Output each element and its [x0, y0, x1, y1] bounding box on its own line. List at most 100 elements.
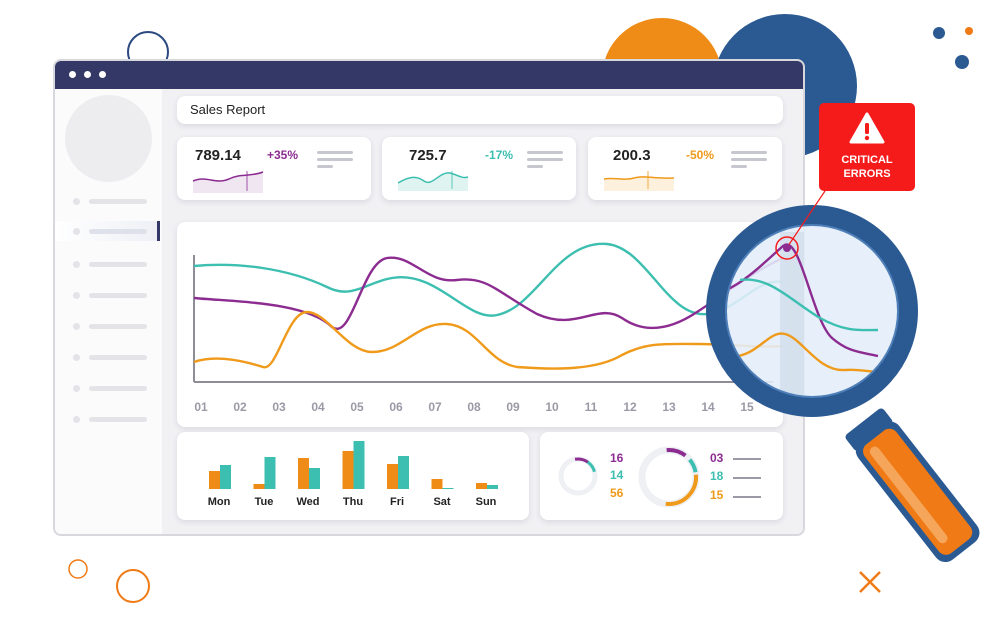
day-label: Thu	[342, 496, 364, 508]
report-header: Sales Report	[177, 96, 783, 124]
bar-orange	[342, 451, 354, 489]
bar-teal	[487, 485, 498, 489]
x-tick-label: 08	[467, 400, 481, 414]
donut-large	[638, 446, 700, 508]
x-tick-label: 12	[623, 400, 637, 414]
stat-value: 789.14	[195, 147, 241, 164]
day-label: Mon	[207, 496, 231, 508]
stat-card[interactable]: 789.14 +35%	[177, 137, 371, 200]
sparkline	[398, 171, 469, 191]
text-placeholder	[527, 151, 563, 172]
dot-decoration	[955, 55, 969, 69]
sidebar-item[interactable]	[73, 411, 158, 427]
series-line	[193, 310, 783, 370]
magnifier-lens	[726, 225, 898, 397]
sidebar	[55, 89, 162, 534]
bar-teal	[309, 468, 320, 489]
line-chart	[193, 242, 783, 383]
bar-orange	[253, 484, 265, 489]
window-control-dot[interactable]	[84, 71, 91, 78]
bar-orange	[431, 479, 443, 489]
line-chart-card[interactable]: 01 02 03 04 05 06 07 08 09 10 11 12 13 1…	[177, 222, 783, 427]
warning-icon	[849, 112, 885, 144]
sidebar-item[interactable]	[73, 256, 158, 272]
donut-value: 16	[610, 451, 624, 465]
bar-chart-card[interactable]: Mon Tue Wed Thu Fri Sat Sun	[177, 432, 529, 520]
day-label: Sun	[475, 496, 497, 508]
sidebar-item[interactable]	[73, 318, 158, 334]
text-placeholder	[317, 151, 353, 172]
donut-card[interactable]: 16 14 56 03 18 15	[540, 432, 783, 520]
page-title: Sales Report	[190, 102, 266, 117]
window-control-dot[interactable]	[69, 71, 76, 78]
lens-highlight-band	[780, 232, 804, 398]
alert-pointer	[787, 190, 826, 247]
x-tick-label: 02	[233, 400, 247, 414]
stat-card[interactable]: 200.3 -50%	[588, 137, 782, 200]
bar-teal	[353, 441, 365, 489]
day-label: Sat	[433, 496, 451, 508]
donut-value: 56	[610, 486, 624, 500]
sidebar-item-active[interactable]	[55, 221, 160, 241]
text-placeholder	[731, 151, 767, 172]
alert-line: CRITICAL	[841, 154, 893, 166]
magnifier-handle	[845, 408, 980, 563]
x-tick-label: 09	[506, 400, 520, 414]
zoomed-series-line	[725, 243, 879, 358]
sidebar-item[interactable]	[73, 380, 158, 396]
x-tick-label: 01	[194, 400, 208, 414]
stat-value: 200.3	[613, 147, 651, 164]
x-tick-label: 14	[701, 400, 715, 414]
sidebar-item[interactable]	[73, 349, 158, 365]
donut-value: 15	[710, 488, 724, 502]
sidebar-item[interactable]	[73, 193, 158, 209]
sidebar-item[interactable]	[73, 287, 158, 303]
bar-teal	[220, 465, 231, 489]
x-tick-label: 15	[740, 400, 754, 414]
outline-circle	[116, 569, 150, 603]
x-tick-label: 03	[272, 400, 286, 414]
day-label: Fri	[389, 496, 405, 508]
stat-card[interactable]: 725.7 -17%	[382, 137, 576, 200]
x-tick-label: 13	[662, 400, 676, 414]
x-axis-labels: 01 02 03 04 05 06 07 08 09 10 11 12 13 1…	[177, 400, 783, 416]
donut-value: 03	[710, 451, 724, 465]
x-tick-label: 05	[350, 400, 364, 414]
app-window: Sales Report 789.14 +35% 725.7 -17% 200.…	[53, 59, 805, 536]
alert-text: CRITICAL ERRORS	[819, 153, 915, 181]
x-tick-label: 07	[428, 400, 442, 414]
bar-teal	[264, 457, 276, 489]
stat-change: +35%	[267, 148, 299, 162]
bar-chart	[209, 441, 498, 489]
dot-decoration	[933, 27, 945, 39]
day-label: Wed	[296, 496, 320, 508]
window-titlebar	[55, 61, 803, 89]
x-tick-label: 04	[311, 400, 325, 414]
critical-errors-alert[interactable]: CRITICAL ERRORS	[819, 103, 915, 191]
sparkline	[193, 171, 264, 193]
stat-value: 725.7	[409, 147, 447, 164]
magnifier-frame	[706, 205, 918, 417]
cross-icon	[859, 571, 881, 593]
window-control-dot[interactable]	[99, 71, 106, 78]
zoomed-series-line	[739, 278, 879, 332]
legend-lines	[733, 458, 761, 498]
bar-orange	[298, 458, 309, 489]
avatar[interactable]	[65, 95, 152, 182]
x-tick-label: 10	[545, 400, 559, 414]
bar-teal	[442, 488, 454, 489]
day-label: Tue	[254, 496, 274, 508]
series-line	[193, 242, 783, 317]
donut-small	[558, 456, 598, 496]
day-labels: Mon Tue Wed Thu Fri Sat Sun	[177, 496, 529, 510]
bar-teal	[398, 456, 409, 489]
error-marker[interactable]	[775, 236, 799, 260]
bar-orange	[209, 471, 220, 489]
dot-decoration	[965, 27, 973, 35]
zoomed-series-line	[737, 332, 879, 374]
stat-change: -50%	[686, 148, 715, 162]
sparkline	[604, 171, 675, 191]
magnifier-frame-inner	[725, 224, 899, 398]
error-point	[783, 244, 791, 252]
